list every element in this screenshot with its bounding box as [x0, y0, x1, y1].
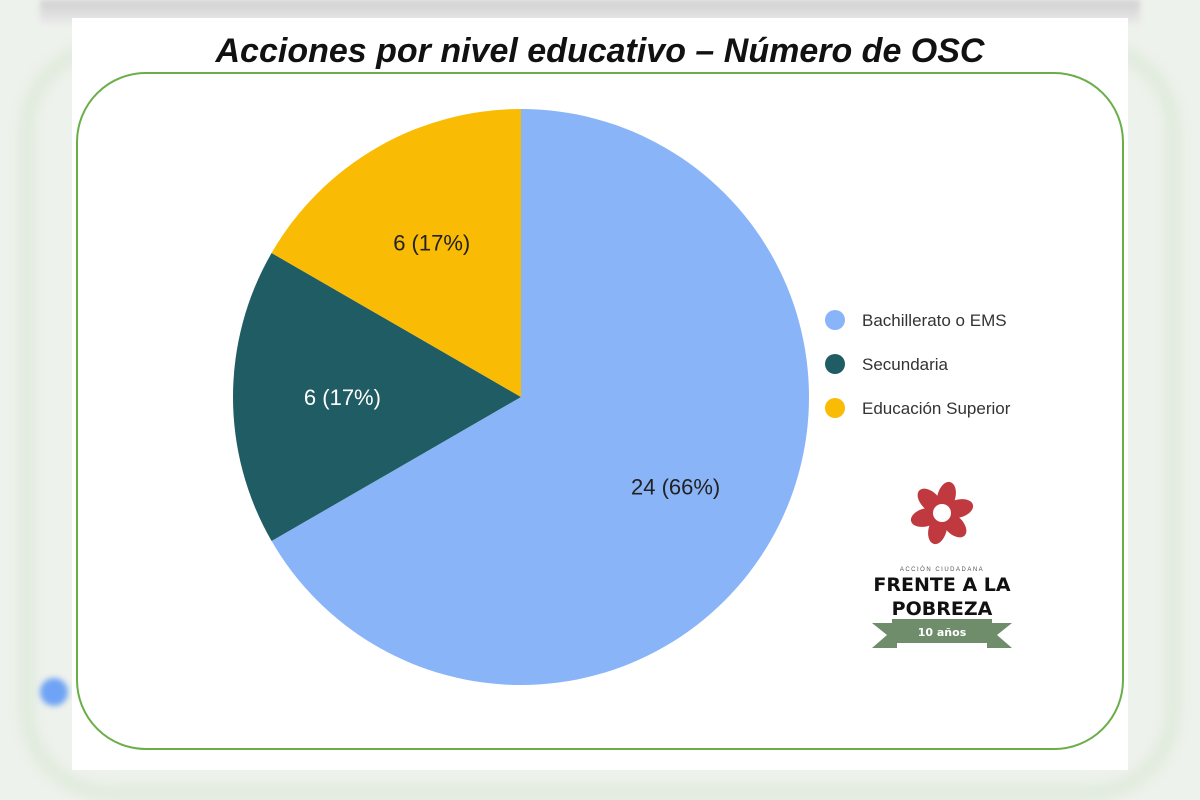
slice-label-secundaria: 6 (17%)	[304, 385, 381, 410]
logo-flower-icon	[910, 481, 974, 545]
slice-label-educacion-superior: 6 (17%)	[393, 230, 470, 255]
pie-slice-bachillerato-o-ems	[271, 109, 809, 685]
chart-frame	[76, 72, 1124, 750]
logo: ACCIÓN CIUDADANA FRENTE A LA POBREZA 10 …	[872, 481, 1012, 648]
slice-label-bachillerato-o-ems: 24 (66%)	[631, 474, 720, 499]
legend-label-bachillerato-o-ems: Bachillerato o EMS	[862, 311, 1007, 330]
logo-line1: FRENTE A LA	[873, 574, 1010, 596]
logo-banner-text: 10 años	[918, 626, 967, 639]
legend-label-educacion-superior: Educación Superior	[862, 399, 1011, 418]
chart-title: Acciones por nivel educativo – Número de…	[215, 32, 985, 70]
pie-chart: 24 (66%) 6 (17%) 6 (17%) Bachillerato o EM…	[233, 109, 1012, 685]
logo-line2: POBREZA	[892, 598, 993, 620]
legend-swatch-bachillerato-o-ems	[825, 310, 845, 330]
pie-slice-educacion-superior	[271, 109, 521, 397]
chart-panel: Acciones por nivel educativo – Número de…	[72, 18, 1128, 770]
logo-small-text: ACCIÓN CIUDADANA	[900, 566, 984, 573]
logo-banner: 10 años	[872, 619, 1012, 648]
legend-swatch-secundaria	[825, 354, 845, 374]
background-blur-dot	[40, 678, 68, 706]
pie-slice-secundaria	[233, 253, 521, 541]
legend-swatch-educacion-superior	[825, 398, 845, 418]
pie-slice-labels: 24 (66%) 6 (17%) 6 (17%)	[304, 230, 720, 499]
legend-label-secundaria: Secundaria	[862, 355, 949, 374]
pie-slices	[233, 109, 809, 685]
legend: Bachillerato o EMS Secundaria Educación Su…	[825, 310, 1011, 418]
